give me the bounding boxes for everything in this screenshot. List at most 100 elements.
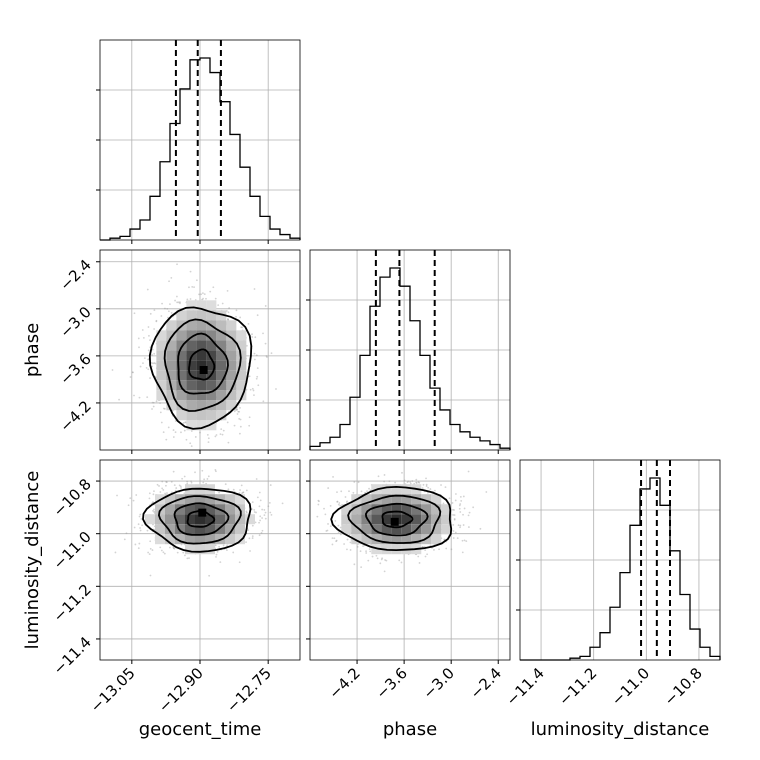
sample-point [159, 546, 162, 549]
density-cell [166, 370, 177, 381]
density-cell [205, 494, 215, 505]
sample-point [340, 490, 343, 493]
sample-point [324, 513, 327, 516]
sample-point [170, 276, 173, 279]
density-cell [185, 494, 195, 505]
sample-point [118, 398, 120, 401]
density-cell [206, 340, 217, 351]
sample-point [371, 555, 374, 558]
density-cell [206, 310, 217, 321]
sample-point [467, 470, 470, 473]
sample-point [178, 484, 181, 487]
sample-point [206, 478, 209, 480]
sample-point [190, 462, 192, 464]
sample-point [253, 288, 256, 290]
sample-point [188, 557, 190, 559]
sample-point [445, 547, 448, 550]
x-tick-label-luminosity_distance: −11.2 [555, 664, 600, 709]
sample-point [189, 298, 192, 300]
density-cell [186, 320, 197, 331]
density-cell [225, 504, 235, 515]
sample-point [161, 302, 163, 305]
x-tick-label-luminosity_distance: −11.0 [608, 664, 653, 709]
density-cell [361, 494, 372, 505]
y-tick-label-phase: −4.2 [56, 397, 94, 435]
density-cell [196, 330, 207, 341]
density-cell [411, 504, 422, 515]
y-tick-label-luminosity_distance: −11.0 [50, 528, 95, 573]
sample-point [202, 297, 204, 300]
density-cell [176, 310, 187, 321]
sample-point [427, 486, 430, 489]
sample-point [208, 574, 211, 577]
sample-point [270, 352, 273, 355]
sample-point [195, 279, 198, 282]
density-cell [186, 380, 197, 391]
sample-point [461, 551, 464, 554]
sample-point [156, 483, 159, 486]
sample-point [453, 514, 456, 516]
density-cell [196, 320, 207, 331]
sample-point [190, 445, 193, 448]
panel-geocent_time-luminosity_distance [96, 459, 301, 664]
sample-point [138, 515, 141, 518]
sample-point [139, 365, 142, 368]
density-cell [371, 524, 382, 535]
sample-point [215, 555, 217, 558]
sample-point [462, 495, 465, 498]
sample-point [160, 315, 163, 317]
sample-point [133, 312, 136, 315]
contour-line [347, 494, 442, 544]
sample-point [264, 305, 267, 307]
density-cell [156, 360, 167, 371]
density-cell [401, 504, 412, 515]
sample-point [261, 529, 264, 532]
density-cell [236, 370, 247, 381]
sample-point [264, 517, 267, 520]
sample-point [140, 518, 143, 520]
mode-marker [199, 366, 208, 374]
density-cell [341, 524, 352, 535]
sample-point [251, 387, 254, 390]
density-cell [371, 514, 382, 525]
sample-point [485, 491, 488, 493]
sample-point [465, 540, 468, 543]
sample-point [186, 298, 189, 301]
sample-point [409, 481, 412, 483]
y-axis-label-luminosity_distance: luminosity_distance [22, 471, 43, 650]
sample-point [184, 554, 186, 557]
sample-point [182, 422, 185, 424]
sample-point [221, 433, 224, 436]
sample-point [175, 487, 178, 489]
sample-point [167, 310, 170, 313]
sample-point [352, 491, 355, 494]
histogram-step-geocent_time [100, 57, 301, 241]
sample-point [147, 326, 150, 328]
density-cell [196, 340, 207, 351]
sample-point [239, 425, 242, 428]
density-cell [391, 534, 402, 545]
sample-point [256, 314, 259, 317]
density-cell [165, 504, 175, 515]
density-cell [401, 494, 412, 505]
sample-point [215, 553, 218, 556]
sample-point [217, 304, 220, 307]
sample-point [454, 499, 457, 502]
sample-point [241, 492, 243, 495]
sample-point [440, 484, 442, 486]
sample-point [163, 552, 166, 555]
sample-point [227, 441, 230, 444]
sample-point [248, 424, 251, 427]
sample-point [268, 501, 271, 504]
density-cell [381, 504, 392, 515]
sample-point [398, 559, 401, 562]
density-cell [411, 494, 422, 505]
density-cell [205, 534, 215, 545]
sample-point [226, 544, 228, 547]
sample-point [172, 436, 175, 438]
sample-point [185, 438, 188, 441]
sample-point [143, 357, 146, 359]
sample-point [270, 513, 273, 516]
density-cell [176, 360, 187, 371]
sample-point [176, 295, 178, 298]
